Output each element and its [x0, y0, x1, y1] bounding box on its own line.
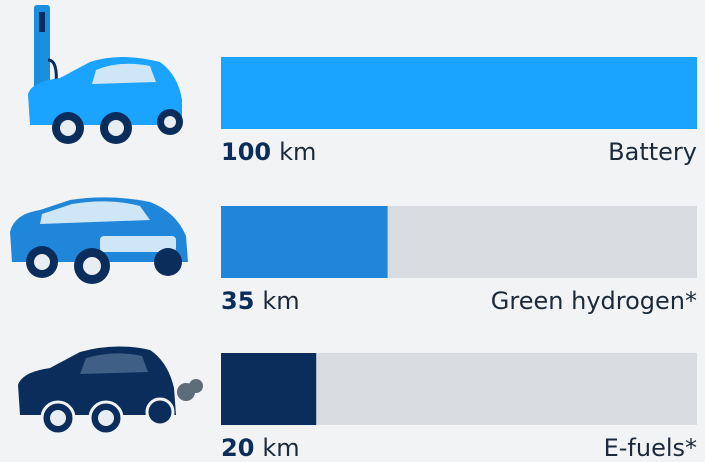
value-label: 35 km	[221, 287, 300, 315]
value-unit: km	[279, 138, 316, 166]
value-number: 35	[221, 287, 254, 315]
value-unit: km	[262, 434, 299, 462]
bar	[221, 353, 317, 425]
category-label: E-fuels*	[604, 434, 697, 462]
battery-car-icon	[28, 5, 183, 144]
category-label: Battery	[608, 138, 697, 166]
category-label: Green hydrogen*	[491, 287, 697, 315]
value-unit: km	[262, 287, 299, 315]
efuel-car-icon	[18, 346, 203, 436]
bar	[221, 57, 697, 129]
bar	[221, 206, 388, 278]
value-label: 20 km	[221, 434, 300, 462]
value-number: 100	[221, 138, 271, 166]
hydrogen-car-icon	[10, 197, 188, 284]
value-label: 100 km	[221, 138, 316, 166]
value-number: 20	[221, 434, 254, 462]
